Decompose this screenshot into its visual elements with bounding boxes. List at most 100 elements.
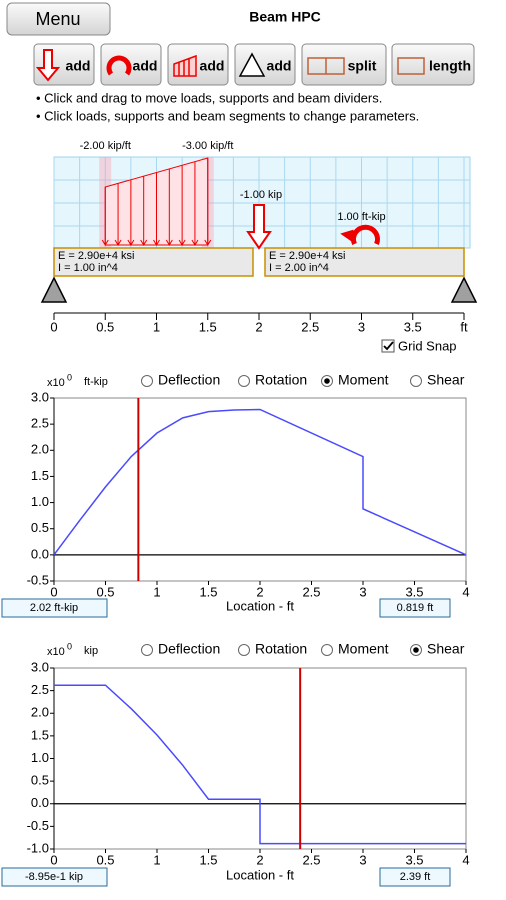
x-tick-label: 1 [153,852,160,867]
radio-label[interactable]: Rotation [255,372,307,388]
plot-option[interactable]: Moment [321,372,389,388]
button-label[interactable]: add [133,58,158,74]
radio[interactable] [238,644,250,656]
radio-label[interactable]: Deflection [158,641,220,657]
load-arrow [165,168,173,246]
support[interactable] [450,276,478,303]
radio[interactable] [141,375,153,387]
segment-property: I = 2.00 in^4 [269,262,329,274]
plot-option[interactable]: Deflection [141,641,221,657]
location-readout: 0.819 ft [397,602,434,614]
checkbox-label[interactable]: Grid Snap [398,338,457,353]
beam-tick-label: 2.5 [301,319,319,334]
plot-option[interactable]: Shear [410,641,465,657]
grid-snap[interactable]: Grid Snap [381,338,457,353]
unit-prefix: x10 [47,377,65,389]
y-tick-label: 0.5 [31,520,49,535]
icon[interactable] [35,49,61,82]
menu-label[interactable]: Menu [35,9,80,29]
button-label[interactable]: length [429,58,471,74]
readout-box [379,867,451,887]
checkmark[interactable] [383,341,394,351]
button-label[interactable]: split [348,58,377,74]
x-tick-label: 2 [256,584,263,599]
radio-label[interactable]: Deflection [158,372,220,388]
plot-option[interactable]: Rotation [238,372,308,388]
unit-prefix: x10 [47,646,65,658]
beam-tick-label: 0 [50,319,57,334]
toolbar-button[interactable]: split [301,43,387,86]
y-tick-label: 2.5 [31,416,49,431]
load-arrow [127,179,135,246]
radio-dot[interactable] [324,378,330,384]
result-chart: 3.02.52.01.51.00.50.0-0.50 0.5 1 1.5 2 2.5 3 3.… [1,372,470,618]
result-chart: 3.02.52.01.51.00.50.0-0.5-1.00 0.5 1 1.5 2 2.… [1,641,470,887]
load-label: -2.00 kip/ft [80,140,131,152]
beam-segment[interactable] [53,247,254,277]
radio-label[interactable]: Moment [338,372,389,388]
x-tick-label: 3.5 [405,852,423,867]
plot-option[interactable]: Shear [410,372,465,388]
x-axis-label: Location - ft [226,867,294,882]
x-tick-label: 1.5 [199,852,217,867]
load-arrow [178,165,186,246]
plot-option[interactable]: Moment [321,641,389,657]
beam-segment[interactable] [264,247,465,277]
beam-tick-label: 3.5 [404,319,422,334]
toolbar-button[interactable]: add [234,43,296,86]
menu-button-frame[interactable] [6,2,111,36]
segment-property: E = 2.90e+4 ksi [269,250,345,262]
load-arrow [114,183,122,246]
x-tick-label: 3.5 [405,584,423,599]
toolbar-button[interactable]: add [167,43,229,86]
toolbar-button[interactable]: length [391,43,475,86]
button-label[interactable]: add [66,58,91,74]
radio[interactable] [321,644,333,656]
icon[interactable] [238,52,266,77]
toolbar-button[interactable]: add [33,43,95,86]
x-tick-label: 2.5 [302,852,320,867]
radio[interactable] [410,375,422,387]
radio-label[interactable]: Rotation [255,641,307,657]
radio-label[interactable]: Shear [427,641,465,657]
button-label[interactable]: add [267,58,292,74]
button-label[interactable]: add [200,58,225,74]
radio[interactable] [238,375,250,387]
radio-label[interactable]: Moment [338,641,389,657]
load-label: -1.00 kip [240,189,282,201]
x-axis-label: Location - ft [226,598,294,613]
x-tick-label: 3 [359,852,366,867]
y-tick-label: 0.5 [31,773,49,788]
moment-arrowhead [340,229,354,243]
toolbar-button[interactable]: add [100,43,162,86]
x-tick-label: 1.5 [199,584,217,599]
segment-property: E = 2.90e+4 ksi [58,250,134,262]
value-readout: 2.02 ft-kip [30,602,78,614]
moment-load[interactable] [351,224,380,245]
app-title: Beam HPC [249,9,321,25]
icon[interactable] [397,57,425,75]
y-tick-label: 1.0 [31,494,49,509]
plot-option[interactable]: Rotation [238,641,308,657]
icon[interactable] [106,55,132,76]
plot-option[interactable]: Deflection [141,372,221,388]
charts: 3.02.52.01.51.00.50.0-0.50 0.5 1 1.5 2 2.5 3 3.… [1,372,470,887]
icon[interactable] [307,57,345,75]
point-load[interactable] [246,204,272,250]
beam-tick-label: 1.5 [199,319,217,334]
beam-tick-label: 2 [255,319,262,334]
radio[interactable] [141,644,153,656]
radio-label[interactable]: Shear [427,372,465,388]
beam-tick-label: 0.5 [96,319,114,334]
y-tick-label: -0.5 [27,818,49,833]
plot-frame [53,397,467,582]
x-tick-label: 2.5 [302,584,320,599]
support[interactable] [40,276,68,303]
y-tick-label: 3.0 [31,389,49,404]
radio-dot[interactable] [413,647,419,653]
x-tick-label: 0 [50,584,57,599]
icon[interactable] [173,54,197,77]
menu-button[interactable]: Menu [6,2,111,36]
instruction: • Click loads, supports and beam segment… [36,108,419,123]
